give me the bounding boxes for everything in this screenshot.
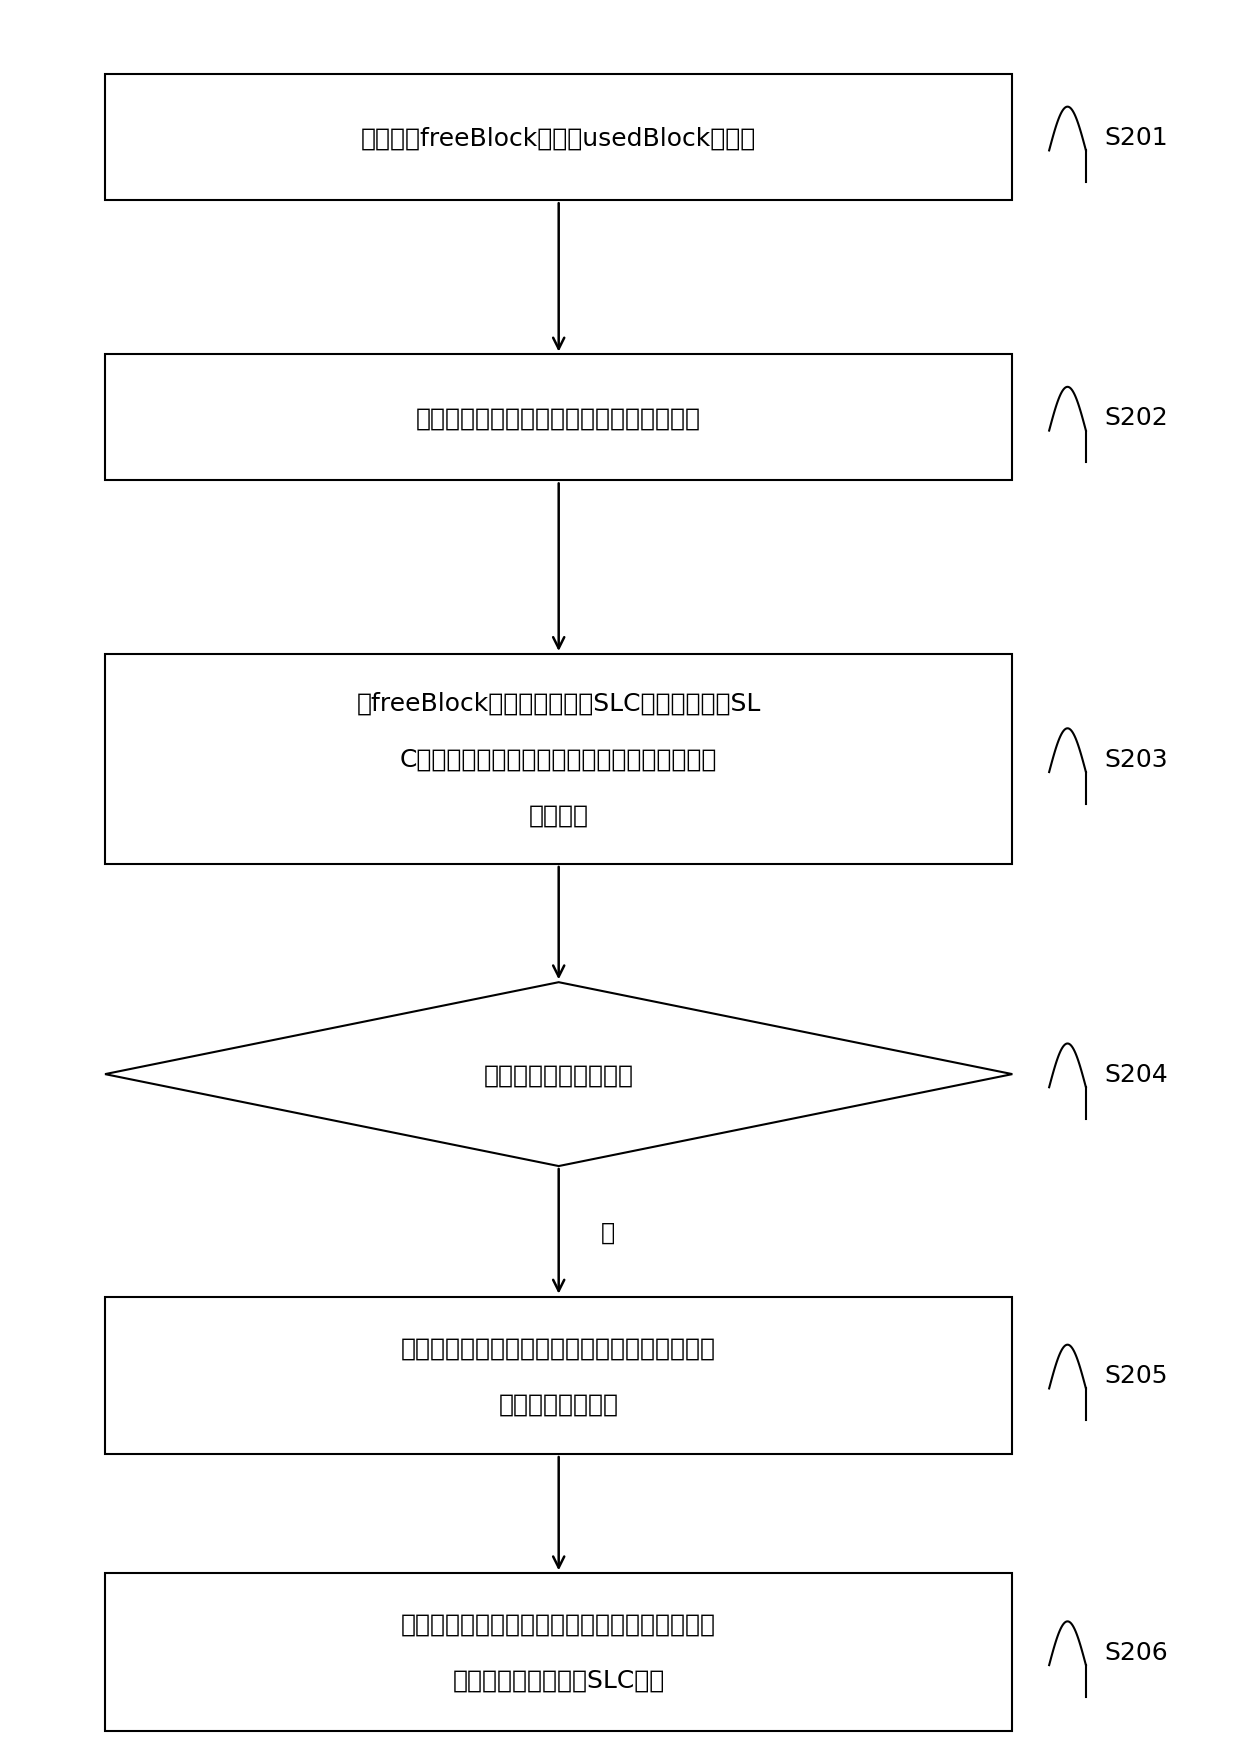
FancyBboxPatch shape [105,1573,1012,1730]
Text: S204: S204 [1105,1062,1168,1087]
FancyBboxPatch shape [105,1297,1012,1454]
Text: 判断是否有元数据写入: 判断是否有元数据写入 [484,1062,634,1087]
Polygon shape [105,983,1012,1166]
FancyBboxPatch shape [105,76,1012,201]
Text: 预先构建freeBlock列表和usedBlock列表。: 预先构建freeBlock列表和usedBlock列表。 [361,127,756,150]
Text: 根据上一次写入元数据过程中的基础元数据确定: 根据上一次写入元数据过程中的基础元数据确定 [402,1335,717,1360]
Text: 按照顺序存储格式将待写入元数据和当前基础元: 按照顺序存储格式将待写入元数据和当前基础元 [402,1612,717,1635]
Text: 接使用。: 接使用。 [528,804,589,827]
FancyBboxPatch shape [105,654,1012,864]
Text: 从freeBlock列表中选择第一SLC块，并将第一SL: 从freeBlock列表中选择第一SLC块，并将第一SL [357,691,761,716]
Text: 数据同时存储至第一SLC块。: 数据同时存储至第一SLC块。 [453,1669,665,1692]
Text: 是: 是 [600,1219,615,1244]
FancyBboxPatch shape [105,355,1012,482]
Text: 当前基础元数据。: 当前基础元数据。 [498,1392,619,1415]
Text: S202: S202 [1105,406,1168,430]
Text: S206: S206 [1105,1641,1168,1663]
Text: S201: S201 [1105,127,1168,150]
Text: C块放在数据组中，以用于在新元数据写入时直: C块放在数据组中，以用于在新元数据写入时直 [401,748,718,771]
Text: 预先设置元数据存储方式为顺序存储格式。: 预先设置元数据存储方式为顺序存储格式。 [417,406,701,430]
Text: S205: S205 [1105,1364,1168,1388]
Text: S203: S203 [1105,748,1168,771]
